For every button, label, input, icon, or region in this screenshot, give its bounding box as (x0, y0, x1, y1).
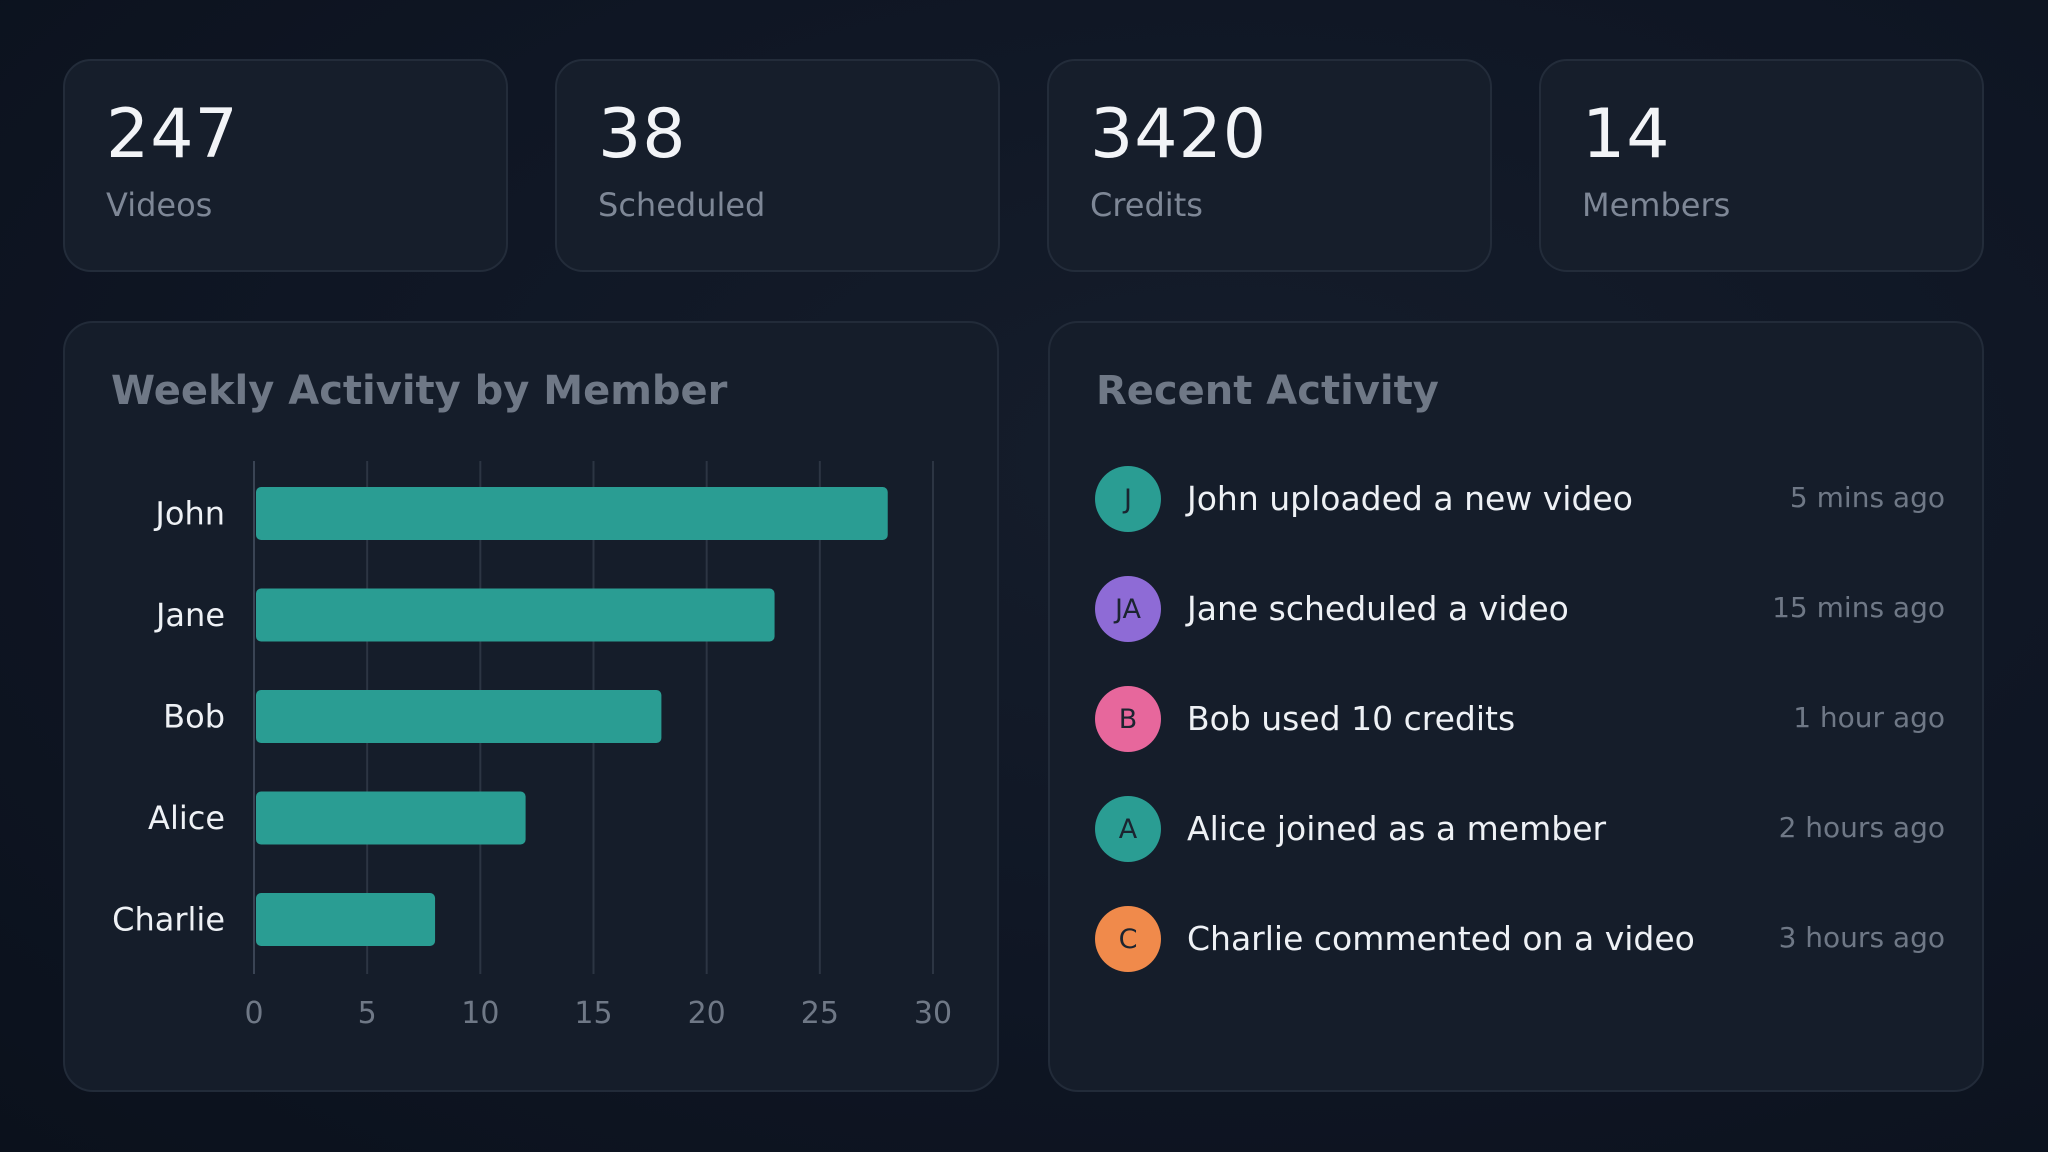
stat-value: 247 (106, 95, 239, 174)
activity-item[interactable]: JA Jane scheduled a video 15 mins ago (1095, 576, 1945, 642)
category-label: John (153, 495, 225, 533)
x-tick-label: 30 (914, 996, 952, 1031)
bar-bob[interactable] (256, 690, 662, 743)
bar-charlie[interactable] (256, 893, 436, 946)
stat-card-members[interactable]: 14 Members (1539, 59, 1984, 272)
category-label: Charlie (112, 901, 225, 939)
activity-time: 15 mins ago (1772, 591, 1945, 624)
x-tick-label: 15 (574, 996, 612, 1031)
avatar: A (1095, 796, 1161, 862)
activity-text: Bob used 10 credits (1187, 699, 1516, 738)
activity-time: 5 mins ago (1789, 481, 1945, 514)
activity-text: Jane scheduled a video (1187, 589, 1569, 628)
stat-label: Videos (106, 186, 213, 224)
activity-item[interactable]: A Alice joined as a member 2 hours ago (1095, 796, 1945, 862)
recent-activity-panel: Recent Activity J John uploaded a new vi… (1048, 321, 1984, 1092)
category-label: Jane (154, 596, 225, 634)
stat-card-videos[interactable]: 247 Videos (63, 59, 508, 272)
activity-item[interactable]: J John uploaded a new video 5 mins ago (1095, 466, 1945, 532)
activity-time: 2 hours ago (1778, 811, 1945, 844)
activity-text: John uploaded a new video (1187, 479, 1633, 518)
weekly-activity-chart: 0 5 10 15 20 25 30 John Jane Bob Alice Charlie (112, 461, 952, 1031)
avatar: C (1095, 906, 1161, 972)
activity-item[interactable]: C Charlie commented on a video 3 hours a… (1095, 906, 1945, 972)
activity-time: 1 hour ago (1793, 701, 1945, 734)
activity-title: Recent Activity (1096, 368, 1439, 414)
avatar: B (1095, 686, 1161, 752)
category-label: Bob (163, 698, 225, 736)
activity-time: 3 hours ago (1778, 921, 1945, 954)
stat-label: Members (1582, 186, 1731, 224)
chart-title: Weekly Activity by Member (111, 368, 728, 414)
x-tick-label: 5 (358, 996, 377, 1031)
bar-john[interactable] (256, 487, 888, 540)
activity-text: Alice joined as a member (1187, 809, 1607, 848)
stat-label: Credits (1090, 186, 1203, 224)
bar-alice[interactable] (256, 791, 526, 845)
stat-value: 14 (1582, 95, 1671, 174)
weekly-activity-panel: Weekly Activity by Member 0 5 10 15 20 25 30 Jo… (63, 321, 999, 1092)
avatar: J (1095, 466, 1161, 532)
activity-item[interactable]: B Bob used 10 credits 1 hour ago (1095, 686, 1945, 752)
avatar: JA (1095, 576, 1161, 642)
x-tick-label: 20 (688, 996, 726, 1031)
activity-text: Charlie commented on a video (1187, 919, 1695, 958)
stat-card-credits[interactable]: 3420 Credits (1047, 59, 1492, 272)
stat-value: 38 (598, 95, 687, 174)
stat-label: Scheduled (598, 186, 766, 224)
stat-value: 3420 (1090, 95, 1268, 174)
bar-jane[interactable] (256, 588, 775, 642)
x-tick-label: 0 (244, 996, 263, 1031)
x-tick-label: 25 (801, 996, 839, 1031)
category-label: Alice (148, 799, 225, 837)
stat-card-scheduled[interactable]: 38 Scheduled (555, 59, 1000, 272)
x-tick-label: 10 (461, 996, 499, 1031)
